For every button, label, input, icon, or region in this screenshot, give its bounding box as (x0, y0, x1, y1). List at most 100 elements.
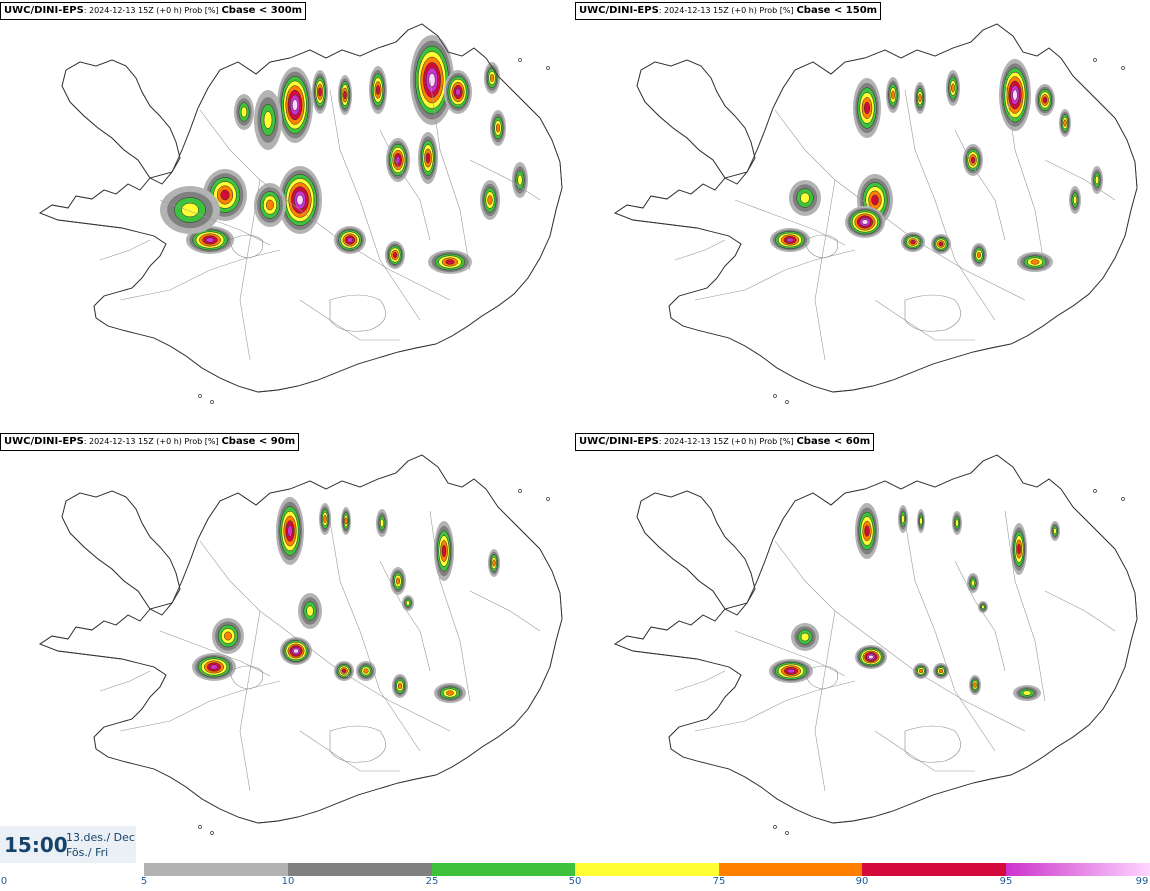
region-boundary (1004, 79, 1046, 271)
probability-area (385, 241, 405, 269)
island (785, 400, 789, 404)
region-boundary (429, 510, 471, 702)
region-boundary (814, 610, 836, 792)
probability-area (886, 77, 900, 113)
probability-area (791, 623, 819, 651)
glacier-outline (329, 725, 386, 763)
glacier-outline (904, 294, 961, 332)
coastline-outline (39, 23, 563, 393)
colorbar-tick-label: 75 (712, 876, 726, 887)
probability-area (967, 573, 979, 593)
variable-name: Cbase < 150m (796, 5, 878, 16)
probability-area (1091, 166, 1103, 194)
colorbar-tick-label: 99 (1135, 876, 1149, 887)
region-boundary (814, 179, 836, 361)
probability-area (963, 144, 983, 176)
glacier-outline (904, 725, 961, 763)
island (785, 831, 789, 835)
probability-area (770, 228, 810, 252)
probability-area (789, 180, 821, 216)
probability-area (931, 234, 951, 254)
run-info: : 2024-12-13 15Z (+0 h) Prob [%] (658, 437, 794, 446)
probability-area (512, 162, 528, 198)
model-name: UWC/DINI-EPS (579, 436, 659, 447)
colorbar-tick-label: 25 (425, 876, 439, 887)
region-boundary (734, 630, 846, 677)
probability-area (488, 549, 500, 577)
probability-area (338, 75, 352, 115)
colorbar-segment (432, 863, 575, 876)
probability-area (254, 90, 282, 150)
region-boundary (954, 560, 1006, 672)
map-panel-cbase-90: UWC/DINI-EPS: 2024-12-13 15Z (+0 h) Prob… (0, 431, 575, 861)
region-boundary (379, 560, 431, 672)
island (210, 831, 214, 835)
probability-area (917, 509, 925, 533)
region-boundary (99, 670, 151, 692)
probability-area (914, 82, 926, 114)
region-boundary (199, 540, 451, 732)
region-boundary (674, 670, 726, 692)
island (1093, 58, 1097, 62)
panel-title: UWC/DINI-EPS: 2024-12-13 15Z (+0 h) Prob… (0, 433, 300, 451)
island (546, 497, 550, 501)
probability-area (898, 505, 908, 533)
probability-area (434, 683, 466, 703)
probability-area (1017, 252, 1053, 272)
westfjords-outline (636, 59, 756, 179)
probability-area (334, 661, 354, 681)
island (1093, 489, 1097, 493)
colorbar-tick-label: 10 (281, 876, 295, 887)
colorbar-tick-label: 5 (140, 876, 148, 887)
probability-area (319, 503, 331, 535)
probability-area (484, 62, 500, 94)
region-boundary (159, 199, 271, 246)
model-name: UWC/DINI-EPS (579, 5, 659, 16)
coastline-outline (614, 23, 1138, 393)
island (518, 58, 522, 62)
region-boundary (379, 129, 431, 241)
region-boundary (329, 89, 421, 321)
valid-time: 15:00 (4, 833, 68, 857)
probability-area (855, 645, 887, 669)
region-boundary (904, 520, 996, 752)
probability-area (410, 35, 454, 125)
probability-area (428, 250, 472, 274)
colorbar-tick-label: 95 (999, 876, 1013, 887)
probability-area (490, 110, 506, 146)
probability-area (946, 70, 960, 106)
region-boundary (904, 89, 996, 321)
colorbar-segment (719, 863, 862, 876)
colorbar-tick-label: 0 (0, 876, 8, 887)
variable-name: Cbase < 300m (221, 5, 303, 16)
iceland-map (614, 23, 1138, 404)
region-boundary (99, 239, 151, 261)
glacier-outline (804, 665, 838, 690)
region-boundary (199, 109, 451, 301)
region-boundary (239, 179, 261, 361)
run-info: : 2024-12-13 15Z (+0 h) Prob [%] (83, 6, 219, 15)
map-panel-cbase-300: UWC/DINI-EPS: 2024-12-13 15Z (+0 h) Prob… (0, 0, 575, 430)
probability-area (278, 166, 322, 234)
probability-area (234, 94, 254, 130)
probability-area (392, 674, 408, 698)
probability-area (999, 59, 1031, 131)
probability-area (845, 206, 885, 238)
probability-area (369, 66, 387, 114)
probability-area (298, 593, 322, 629)
probability-area (192, 653, 236, 681)
island (518, 489, 522, 493)
probability-area (952, 511, 962, 535)
region-boundary (469, 590, 541, 632)
colorbar-tick-label: 90 (855, 876, 869, 887)
valid-date: 13.des./ Dec (66, 831, 135, 844)
probability-area (971, 243, 987, 267)
probability-area (212, 618, 244, 654)
glacier-outline (229, 665, 263, 690)
colorbar-segment (1006, 863, 1150, 876)
iceland-map (39, 23, 563, 404)
probability-area (277, 67, 313, 143)
region-boundary (429, 79, 471, 271)
probability-area (969, 675, 981, 695)
probability-area (1050, 521, 1060, 541)
